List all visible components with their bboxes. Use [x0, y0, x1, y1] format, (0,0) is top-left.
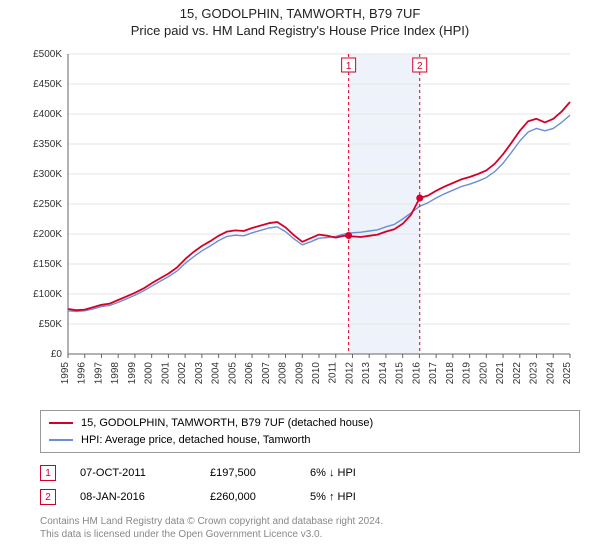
- svg-text:£200K: £200K: [33, 229, 62, 240]
- svg-text:2005: 2005: [227, 362, 238, 385]
- svg-text:£450K: £450K: [33, 79, 62, 90]
- sale-marker: 2: [40, 489, 56, 505]
- svg-text:£400K: £400K: [33, 109, 62, 120]
- svg-text:2015: 2015: [395, 362, 406, 385]
- legend-swatch: [49, 439, 73, 441]
- svg-text:2014: 2014: [378, 362, 389, 385]
- svg-text:2023: 2023: [529, 362, 540, 385]
- svg-text:£0: £0: [51, 349, 63, 360]
- legend-item: HPI: Average price, detached house, Tamw…: [49, 432, 571, 449]
- svg-text:1998: 1998: [110, 362, 121, 385]
- sale-row: 2 08-JAN-2016£260,0005% ↑ HPI: [40, 485, 580, 509]
- svg-text:2007: 2007: [261, 362, 272, 385]
- sale-date: 08-JAN-2016: [80, 491, 210, 503]
- sale-row: 1 07-OCT-2011£197,5006% ↓ HPI: [40, 461, 580, 485]
- svg-text:2001: 2001: [160, 362, 171, 385]
- svg-text:2006: 2006: [244, 362, 255, 385]
- svg-text:2024: 2024: [545, 362, 556, 385]
- sale-marker: 1: [40, 465, 56, 481]
- svg-text:2012: 2012: [344, 362, 355, 385]
- legend-item: 15, GODOLPHIN, TAMWORTH, B79 7UF (detach…: [49, 415, 571, 432]
- svg-text:2013: 2013: [361, 362, 372, 385]
- svg-text:£250K: £250K: [33, 199, 62, 210]
- attribution: Contains HM Land Registry data © Crown c…: [40, 515, 580, 541]
- svg-text:£150K: £150K: [33, 259, 62, 270]
- svg-text:2010: 2010: [311, 362, 322, 385]
- svg-text:1995: 1995: [60, 362, 71, 385]
- svg-text:2003: 2003: [194, 362, 205, 385]
- legend-swatch: [49, 422, 73, 424]
- sale-price: £260,000: [210, 491, 310, 503]
- svg-text:2018: 2018: [445, 362, 456, 385]
- svg-text:2002: 2002: [177, 362, 188, 385]
- legend-label: 15, GODOLPHIN, TAMWORTH, B79 7UF (detach…: [81, 415, 373, 432]
- attribution-line2: This data is licensed under the Open Gov…: [40, 528, 580, 541]
- sale-price: £197,500: [210, 467, 310, 479]
- attribution-line1: Contains HM Land Registry data © Crown c…: [40, 515, 580, 528]
- svg-text:2021: 2021: [495, 362, 506, 385]
- svg-text:£300K: £300K: [33, 169, 62, 180]
- sale-diff: 5% ↑ HPI: [310, 491, 430, 503]
- svg-text:2020: 2020: [478, 362, 489, 385]
- sales-table: 1 07-OCT-2011£197,5006% ↓ HPI 2 08-JAN-2016…: [40, 461, 580, 509]
- subtitle: Price paid vs. HM Land Registry's House …: [0, 23, 600, 38]
- chart-title-block: 15, GODOLPHIN, TAMWORTH, B79 7UF Price p…: [0, 0, 600, 38]
- address-title: 15, GODOLPHIN, TAMWORTH, B79 7UF: [0, 6, 600, 21]
- svg-text:£100K: £100K: [33, 289, 62, 300]
- svg-text:£500K: £500K: [33, 49, 62, 60]
- svg-text:£350K: £350K: [33, 139, 62, 150]
- sale-diff: 6% ↓ HPI: [310, 467, 430, 479]
- svg-text:£50K: £50K: [39, 319, 63, 330]
- svg-text:2016: 2016: [411, 362, 422, 385]
- svg-text:1: 1: [346, 61, 352, 72]
- svg-text:2011: 2011: [328, 362, 339, 384]
- svg-text:2: 2: [417, 61, 423, 72]
- legend-label: HPI: Average price, detached house, Tamw…: [81, 432, 311, 449]
- svg-text:2022: 2022: [512, 362, 523, 385]
- svg-text:2000: 2000: [144, 362, 155, 385]
- svg-text:2008: 2008: [278, 362, 289, 385]
- svg-text:2017: 2017: [428, 362, 439, 385]
- svg-text:1996: 1996: [77, 362, 88, 385]
- svg-text:2025: 2025: [562, 362, 573, 385]
- sale-date: 07-OCT-2011: [80, 467, 210, 479]
- svg-text:1999: 1999: [127, 362, 138, 385]
- chart: £0 £50K £100K £150K £200K £250K £300K £350K £400…: [20, 44, 580, 404]
- svg-text:1997: 1997: [93, 362, 104, 385]
- svg-text:2019: 2019: [462, 362, 473, 385]
- svg-text:2009: 2009: [294, 362, 305, 385]
- svg-text:2004: 2004: [211, 362, 222, 385]
- legend: 15, GODOLPHIN, TAMWORTH, B79 7UF (detach…: [40, 410, 580, 453]
